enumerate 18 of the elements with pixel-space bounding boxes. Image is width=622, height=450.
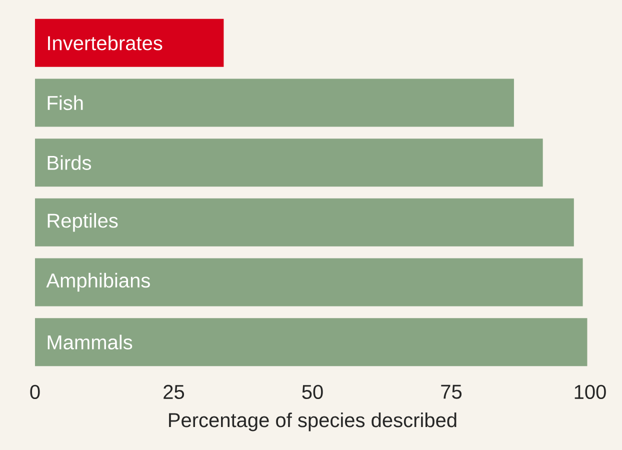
y-tick-label: Amphibians [46, 272, 150, 292]
bar [35, 318, 588, 366]
y-tick-label: Fish [48, 95, 83, 110]
x-tick-label: 25 [164, 384, 184, 400]
x-tick-label: 100 [574, 384, 606, 400]
y-tick-label: Invertebrates [48, 36, 162, 50]
x-tick-label: 0 [30, 384, 40, 400]
x-tick-label: 75 [441, 384, 462, 399]
y-tick-label: Birds [48, 155, 92, 170]
bar [35, 138, 543, 187]
bar [35, 258, 583, 306]
y-tick-label: Mammals [48, 334, 132, 350]
x-tick-label: 50 [302, 384, 323, 400]
bar [35, 18, 224, 67]
bar [35, 198, 574, 246]
bar [35, 78, 514, 127]
x-axis-title: Percentage of species described [169, 412, 456, 432]
y-tick-label: Reptiles [48, 213, 118, 232]
